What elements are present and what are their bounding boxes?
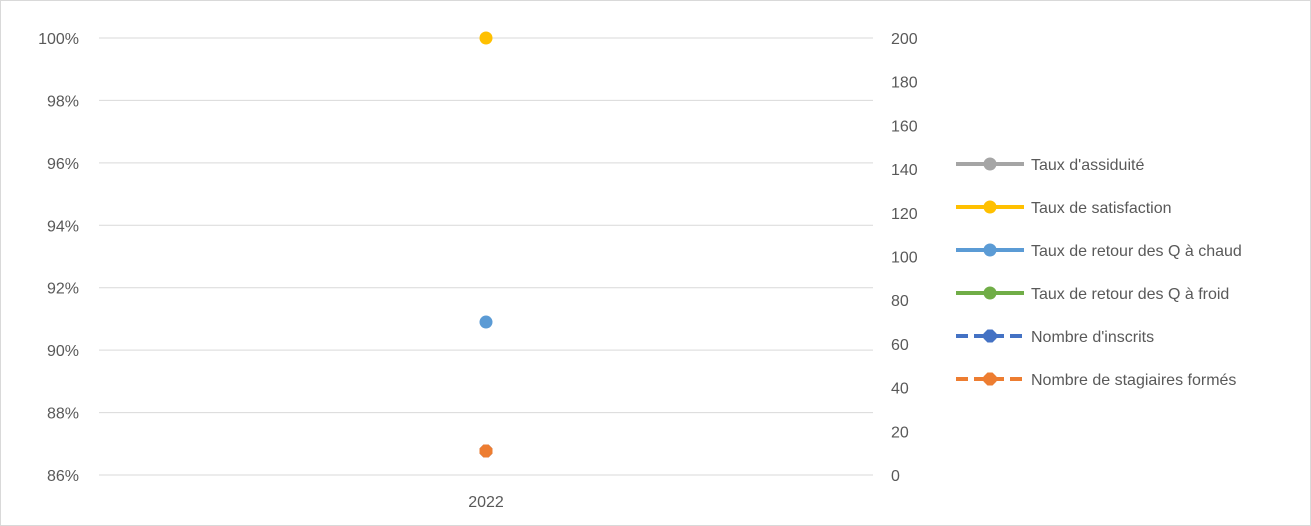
left-tick-label: 90%: [47, 343, 79, 360]
x-tick-label: 2022: [468, 494, 504, 511]
x-axis: 2022: [468, 494, 504, 511]
legend-marker: [983, 243, 997, 257]
left-tick-label: 100%: [38, 31, 79, 48]
left-tick-label: 94%: [47, 218, 79, 235]
right-tick-label: 200: [891, 31, 918, 48]
right-tick-label: 100: [891, 250, 918, 267]
legend-marker: [983, 372, 997, 386]
gridlines: [99, 37, 873, 476]
right-tick-label: 140: [891, 162, 918, 179]
left-tick-label: 88%: [47, 406, 79, 423]
legend-label: Nombre de stagiaires formés: [1031, 372, 1236, 389]
legend-entry: Taux de satisfaction: [956, 200, 1172, 217]
legend-entry: Taux de retour des Q à froid: [956, 286, 1229, 303]
left-tick-label: 92%: [47, 281, 79, 298]
data-point-1: [479, 31, 493, 45]
legend-marker: [983, 286, 997, 300]
legend-entry: Taux d'assiduité: [956, 157, 1144, 174]
legend-label: Nombre d'inscrits: [1031, 329, 1154, 346]
legend-label: Taux d'assiduité: [1031, 157, 1144, 174]
right-tick-label: 20: [891, 424, 909, 441]
right-tick-label: 0: [891, 468, 900, 485]
legend-entry: Taux de retour des Q à chaud: [956, 243, 1242, 260]
legend-entry: Nombre d'inscrits: [956, 329, 1154, 346]
legend-marker: [983, 200, 997, 214]
legend-marker: [983, 157, 997, 171]
data-point-2: [479, 315, 493, 329]
right-tick-label: 180: [891, 75, 918, 92]
data-points: [479, 31, 493, 458]
data-point-5: [479, 444, 493, 458]
legend-label: Taux de satisfaction: [1031, 200, 1172, 217]
right-tick-label: 160: [891, 118, 918, 135]
right-tick-label: 60: [891, 337, 909, 354]
right-axis: 0 20 40 60 80 100 120 140 160 180 200: [891, 31, 918, 485]
legend-entry: Nombre de stagiaires formés: [956, 372, 1236, 389]
legend-marker: [983, 329, 997, 343]
left-axis: 86% 88% 90% 92% 94% 96% 98% 100%: [38, 31, 79, 485]
right-tick-label: 40: [891, 381, 909, 398]
legend: Taux d'assiduité Taux de satisfaction Taux…: [956, 157, 1242, 389]
legend-label: Taux de retour des Q à froid: [1031, 286, 1229, 303]
right-tick-label: 80: [891, 293, 909, 310]
left-tick-label: 96%: [47, 156, 79, 173]
left-tick-label: 98%: [47, 93, 79, 110]
right-tick-label: 120: [891, 206, 918, 223]
legend-label: Taux de retour des Q à chaud: [1031, 243, 1242, 260]
left-tick-label: 86%: [47, 468, 79, 485]
